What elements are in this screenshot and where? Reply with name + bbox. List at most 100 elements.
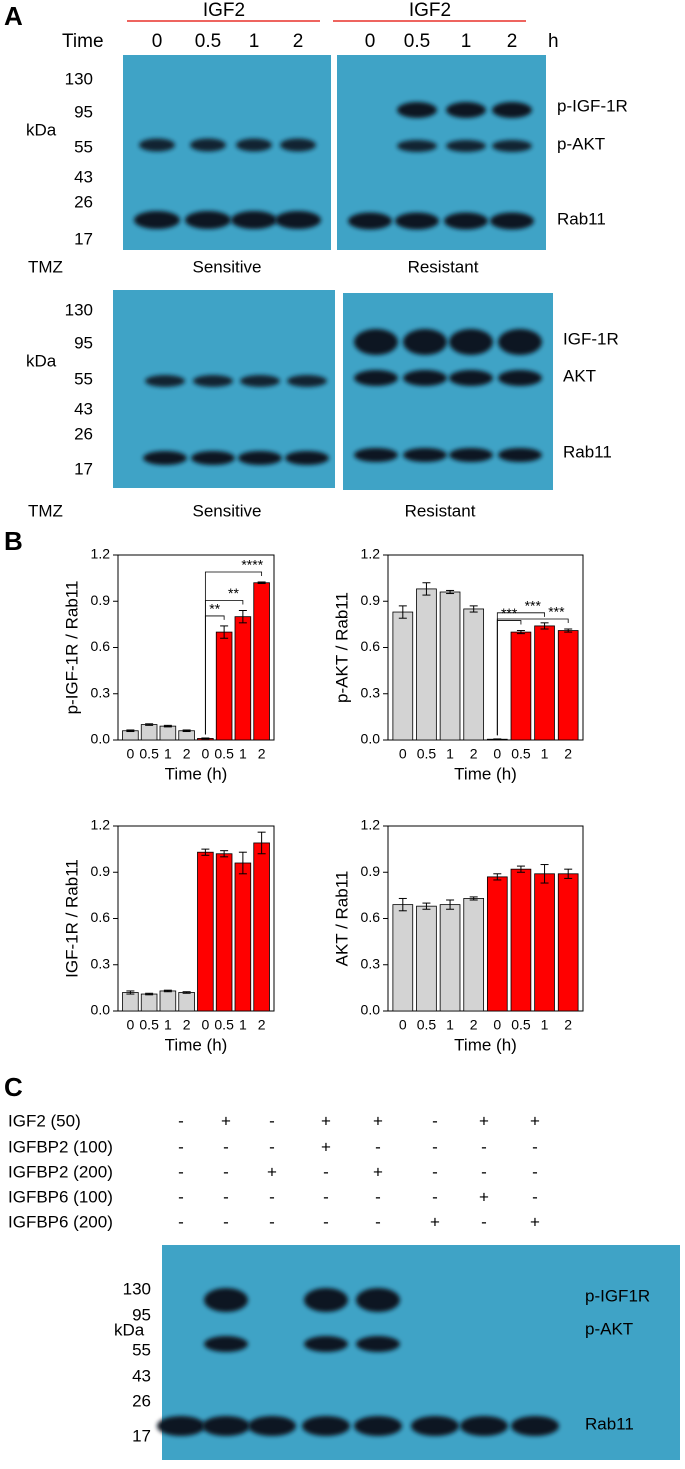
marker-size: 17 bbox=[74, 229, 93, 248]
band bbox=[498, 370, 542, 386]
marker-size: 26 bbox=[132, 1391, 151, 1410]
bar bbox=[122, 730, 139, 741]
x-axis-label: Time (h) bbox=[454, 1035, 517, 1054]
condition-sign: - bbox=[178, 1111, 184, 1130]
band bbox=[145, 375, 185, 387]
band-label: p-AKT bbox=[585, 1319, 633, 1338]
y-tick-label: 1.2 bbox=[91, 817, 111, 833]
bar bbox=[392, 904, 414, 1012]
condition-sign: + bbox=[530, 1212, 540, 1231]
marker-size: 95 bbox=[74, 333, 93, 352]
error-bar bbox=[398, 605, 407, 619]
significance-label: *** bbox=[525, 598, 542, 614]
y-tick-label: 1.2 bbox=[361, 817, 381, 833]
band bbox=[356, 1336, 400, 1352]
time-unit: h bbox=[548, 31, 559, 52]
marker-size: 17 bbox=[132, 1426, 151, 1445]
band bbox=[285, 451, 329, 465]
x-tick-label: 0.5 bbox=[139, 746, 159, 762]
bar bbox=[178, 992, 195, 1012]
marker-size: 55 bbox=[132, 1340, 151, 1359]
error-bar bbox=[469, 605, 478, 613]
bar bbox=[439, 591, 461, 741]
time-point: 1 bbox=[461, 31, 472, 52]
condition-sign: - bbox=[269, 1187, 275, 1206]
y-tick-label: 0.3 bbox=[361, 684, 381, 700]
error-bar bbox=[182, 991, 191, 994]
band bbox=[354, 370, 398, 386]
band bbox=[511, 1416, 559, 1436]
condition-label: IGFBP6 (200) bbox=[8, 1212, 113, 1231]
y-tick-label: 0.6 bbox=[91, 638, 111, 654]
band bbox=[354, 448, 398, 462]
band bbox=[191, 451, 235, 465]
error-bar bbox=[220, 850, 229, 858]
bar bbox=[416, 905, 437, 1012]
bar bbox=[439, 904, 461, 1012]
condition-sign: - bbox=[223, 1162, 229, 1181]
bar bbox=[416, 588, 437, 741]
y-tick-label: 1.2 bbox=[91, 546, 111, 562]
x-tick-label: 2 bbox=[564, 1017, 572, 1033]
x-tick-label: 0.5 bbox=[511, 746, 531, 762]
y-tick-label: 1.2 bbox=[361, 546, 381, 562]
error-bar bbox=[182, 729, 191, 733]
error-bar bbox=[145, 992, 154, 996]
band-label: Rab11 bbox=[557, 209, 606, 228]
condition-sign: - bbox=[481, 1137, 487, 1156]
y-tick-label: 0.6 bbox=[361, 909, 381, 925]
x-tick-label: 0 bbox=[399, 746, 407, 762]
panel-label: B bbox=[4, 526, 23, 556]
band bbox=[302, 1416, 350, 1436]
y-tick-label: 0.0 bbox=[361, 731, 381, 747]
condition-sign: - bbox=[432, 1137, 438, 1156]
band bbox=[275, 211, 321, 229]
y-tick-label: 0.6 bbox=[361, 638, 381, 654]
condition-sign: - bbox=[532, 1187, 538, 1206]
band bbox=[449, 448, 493, 462]
condition-sign: + bbox=[373, 1111, 383, 1130]
condition-sign: + bbox=[321, 1111, 331, 1130]
band bbox=[240, 375, 280, 387]
time-label: Time bbox=[62, 31, 104, 52]
bar bbox=[140, 724, 158, 741]
x-tick-label: 1 bbox=[446, 746, 454, 762]
significance-bracket bbox=[204, 571, 263, 735]
band bbox=[397, 140, 437, 152]
error-bar bbox=[398, 897, 407, 912]
error-bar bbox=[493, 873, 502, 881]
band bbox=[238, 451, 282, 465]
condition-sign: - bbox=[375, 1212, 381, 1231]
band bbox=[411, 1416, 459, 1436]
x-tick-label: 2 bbox=[470, 1017, 478, 1033]
band bbox=[204, 1336, 248, 1352]
band bbox=[403, 329, 447, 355]
band bbox=[348, 212, 392, 230]
x-tick-label: 0 bbox=[201, 1017, 209, 1033]
error-bar bbox=[201, 737, 210, 740]
marker-size: 43 bbox=[132, 1366, 151, 1385]
bar bbox=[486, 876, 508, 1012]
band bbox=[403, 370, 447, 386]
x-tick-label: 0.5 bbox=[417, 1017, 437, 1033]
condition-label: IGFBP2 (200) bbox=[8, 1162, 113, 1181]
y-tick-label: 0.0 bbox=[361, 1002, 381, 1018]
blot-images bbox=[113, 20, 680, 1460]
error-bar bbox=[446, 899, 455, 910]
error-bar bbox=[201, 848, 210, 856]
x-axis-label: Time (h) bbox=[165, 764, 228, 783]
significance-label: *** bbox=[548, 604, 565, 620]
condition-label: TMZ bbox=[28, 501, 63, 520]
marker-size: 130 bbox=[65, 69, 93, 88]
group-label: Sensitive bbox=[193, 257, 262, 276]
band bbox=[231, 211, 277, 229]
treatment-label: IGF2 bbox=[203, 0, 245, 21]
band bbox=[446, 140, 486, 152]
error-bar bbox=[238, 851, 247, 875]
y-axis-label: IGF-1R / Rab11 bbox=[62, 859, 81, 978]
bar bbox=[392, 611, 414, 741]
band bbox=[492, 102, 532, 118]
x-tick-label: 2 bbox=[564, 746, 572, 762]
marker-unit: kDa bbox=[114, 1320, 145, 1339]
treatment-label: IGF2 bbox=[409, 0, 451, 21]
